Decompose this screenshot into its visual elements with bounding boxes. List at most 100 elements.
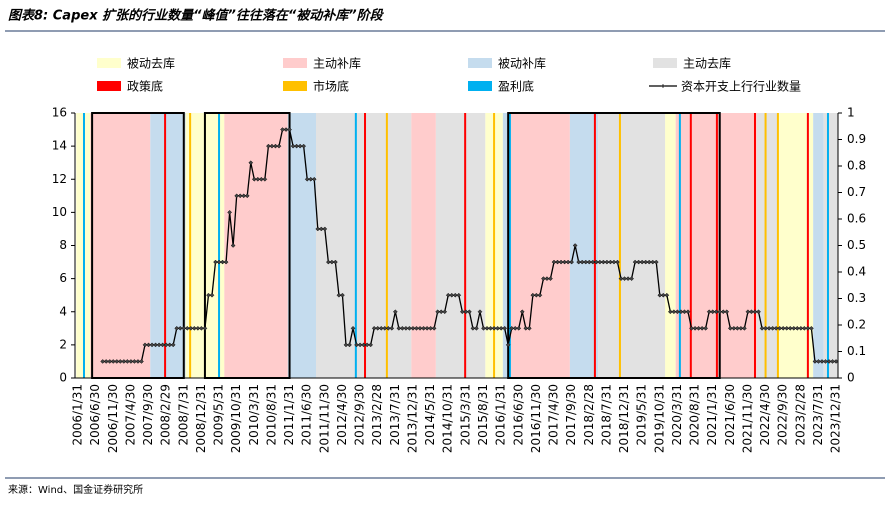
series-marker [763,325,768,331]
series-marker [735,325,740,331]
y2-tick-label: 0.8 [847,159,866,173]
legend-swatch [97,81,121,91]
x-tick-label: 2023/2/28 [793,384,807,446]
series-marker [322,226,328,232]
x-tick-label: 2011/6/30 [300,384,314,446]
series-marker [103,359,109,364]
series-marker [675,309,680,315]
series-marker [583,259,589,265]
legend-swatch [283,58,307,68]
series-marker [495,325,500,331]
series-marker [812,359,818,364]
series-marker [114,359,120,364]
series-marker [449,292,455,298]
series-marker [742,325,747,331]
x-tick-label: 2008/2/29 [159,384,173,446]
series-marker [646,259,652,265]
x-tick-label: 2006/1/31 [71,384,85,446]
x-tick-label: 2019/5/31 [635,384,649,446]
series-marker [294,143,299,149]
x-tick-label: 2016/6/30 [511,384,525,446]
series-marker [629,276,634,281]
series-marker [636,259,641,265]
y2-tick-label: 0.3 [847,291,866,305]
phase-band [316,113,412,378]
phase-band [435,113,486,378]
series-marker [794,325,800,331]
series-marker [809,325,814,331]
series-marker [213,259,218,265]
x-tick-label: 2006/11/30 [106,384,120,453]
series-marker [759,325,765,331]
series-marker [706,309,712,315]
x-tick-label: 2009/5/31 [212,384,226,446]
series-marker [615,259,620,265]
series-marker [745,309,751,315]
series-marker [682,309,687,315]
series-marker [237,193,243,199]
series-marker [784,325,790,331]
series-marker [153,342,158,348]
series-marker [805,325,811,331]
x-tick-label: 2008/7/31 [176,384,190,446]
x-tick-label: 2012/4/30 [335,384,349,446]
series-marker [650,259,656,265]
series-marker [791,325,797,331]
series-marker [766,325,772,331]
legend-label: 政策底 [127,79,163,94]
series-marker [375,325,381,331]
x-tick-label: 2007/4/30 [123,384,137,446]
x-tick-label: 2013/7/31 [388,384,402,446]
series-marker [692,325,698,331]
x-tick-label: 2006/6/30 [88,384,102,446]
y2-tick-label: 0.6 [847,212,866,226]
series-marker [149,342,155,348]
x-tick-label: 2017/4/30 [547,384,561,446]
phase-band [823,113,838,378]
series-marker [467,309,472,315]
series-marker [505,342,511,348]
series-marker [121,359,127,364]
phase-band [756,113,778,378]
series-marker [347,342,352,348]
series-marker [731,325,737,331]
series-marker [452,292,458,298]
y-tick-label: 4 [59,304,67,318]
y2-tick-label: 1 [847,106,855,120]
series-marker [110,359,116,364]
series-marker [403,325,409,331]
x-tick-label: 2009/10/31 [229,384,243,453]
series-marker [255,176,261,182]
series-marker [417,325,423,331]
series-marker [315,226,321,232]
series-marker [174,325,180,331]
legend-label: 被动补库 [498,56,546,71]
x-tick-label: 2023/12/31 [829,384,843,453]
series-marker [537,292,543,298]
y-tick-label: 14 [52,139,67,153]
series-marker [717,309,723,315]
series-marker [354,342,359,348]
series-marker [530,292,536,298]
series-marker [156,342,162,348]
series-marker [371,325,377,331]
phase-band [509,113,570,378]
phase-band [411,113,436,378]
series-marker [435,309,441,315]
y2-tick-label: 0 [847,371,855,385]
x-tick-label: 2013/12/31 [405,384,419,453]
x-tick-label: 2016/11/30 [529,384,543,453]
series-marker [407,325,412,331]
series-marker [558,259,564,265]
series-marker [336,292,342,298]
x-tick-label: 2007/9/30 [141,384,155,446]
series-marker [562,259,567,265]
series-marker [770,325,775,331]
x-tick-label: 2022/9/30 [776,384,790,446]
series-marker [569,259,574,265]
series-marker [608,259,613,265]
series-marker [382,325,388,331]
series-marker [301,143,307,149]
y-tick-label: 2 [59,337,67,351]
source: 来源：Wind、国金证券研究所 [8,483,143,496]
